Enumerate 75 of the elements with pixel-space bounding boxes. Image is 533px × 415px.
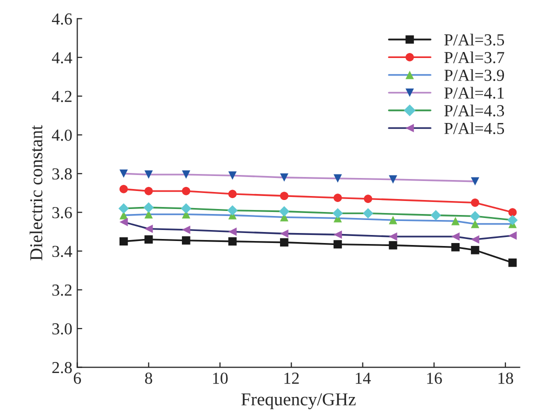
point — [388, 241, 398, 250]
point — [228, 228, 237, 236]
point — [508, 208, 517, 217]
point — [228, 171, 237, 180]
legend-label: P/Al=4.5 — [444, 122, 504, 134]
point — [182, 186, 190, 196]
point — [388, 175, 398, 184]
x-tick-label: 10 — [213, 372, 228, 384]
legend-label: P/Al=3.5 — [444, 34, 504, 46]
point — [228, 237, 237, 246]
point — [144, 186, 153, 196]
point — [451, 232, 460, 241]
y-tick-label: 3.4 — [52, 246, 72, 258]
point — [470, 235, 480, 244]
y-tick-label: 4.0 — [52, 130, 72, 141]
point — [334, 174, 342, 183]
point — [120, 237, 128, 246]
legend-label: P/Al=4.3 — [444, 104, 504, 116]
point — [507, 214, 518, 226]
point — [508, 231, 517, 240]
legend-label: P/Al=4.1 — [444, 86, 504, 99]
point — [279, 206, 290, 217]
x-tick-label: 18 — [498, 372, 514, 384]
point — [430, 210, 442, 220]
y-tick-label: 4.6 — [52, 13, 72, 25]
point — [144, 235, 153, 244]
y-tick-label: 3.0 — [52, 323, 72, 335]
point — [144, 170, 153, 179]
y-tick-label: 3.8 — [52, 168, 72, 180]
x-tick-label: 6 — [74, 372, 81, 384]
y-tick-label: 2.8 — [52, 362, 72, 374]
point — [451, 216, 460, 226]
point — [470, 246, 480, 254]
point — [364, 194, 372, 203]
legend-label: P/Al=3.7 — [444, 51, 504, 64]
point — [120, 184, 128, 194]
point — [508, 258, 517, 267]
point — [120, 169, 128, 178]
point — [280, 238, 288, 247]
point — [228, 190, 237, 198]
point — [470, 211, 480, 222]
point — [227, 205, 238, 216]
point — [332, 208, 343, 219]
point — [280, 229, 288, 238]
point — [388, 232, 398, 241]
y-tick-label: 4.4 — [52, 52, 72, 64]
x-tick-label: 16 — [427, 372, 442, 384]
point — [334, 194, 342, 202]
point — [143, 202, 154, 213]
point — [470, 198, 480, 207]
point — [182, 226, 190, 234]
point — [182, 170, 190, 179]
x-tick-label: 12 — [284, 372, 299, 384]
point — [334, 230, 342, 239]
x-tick-label: 14 — [356, 372, 371, 384]
y-axis-title: Dielectric constant — [30, 125, 42, 260]
point — [144, 224, 153, 233]
point — [470, 220, 480, 228]
point — [451, 243, 460, 252]
point — [280, 192, 288, 200]
point — [470, 177, 480, 186]
point — [120, 218, 128, 226]
x-tick-label: 8 — [145, 372, 152, 384]
point — [118, 203, 129, 214]
y-tick-label: 4.2 — [52, 90, 72, 102]
point — [362, 208, 374, 219]
point — [388, 216, 398, 224]
y-tick-label: 3.6 — [52, 207, 72, 218]
y-tick-label: 3.2 — [52, 284, 72, 296]
point — [280, 173, 288, 182]
point — [180, 203, 192, 214]
legend-label: P/Al=3.9 — [444, 69, 504, 82]
point — [334, 240, 342, 248]
x-axis-title: Frequency/GHz — [241, 393, 356, 410]
point — [182, 236, 190, 245]
